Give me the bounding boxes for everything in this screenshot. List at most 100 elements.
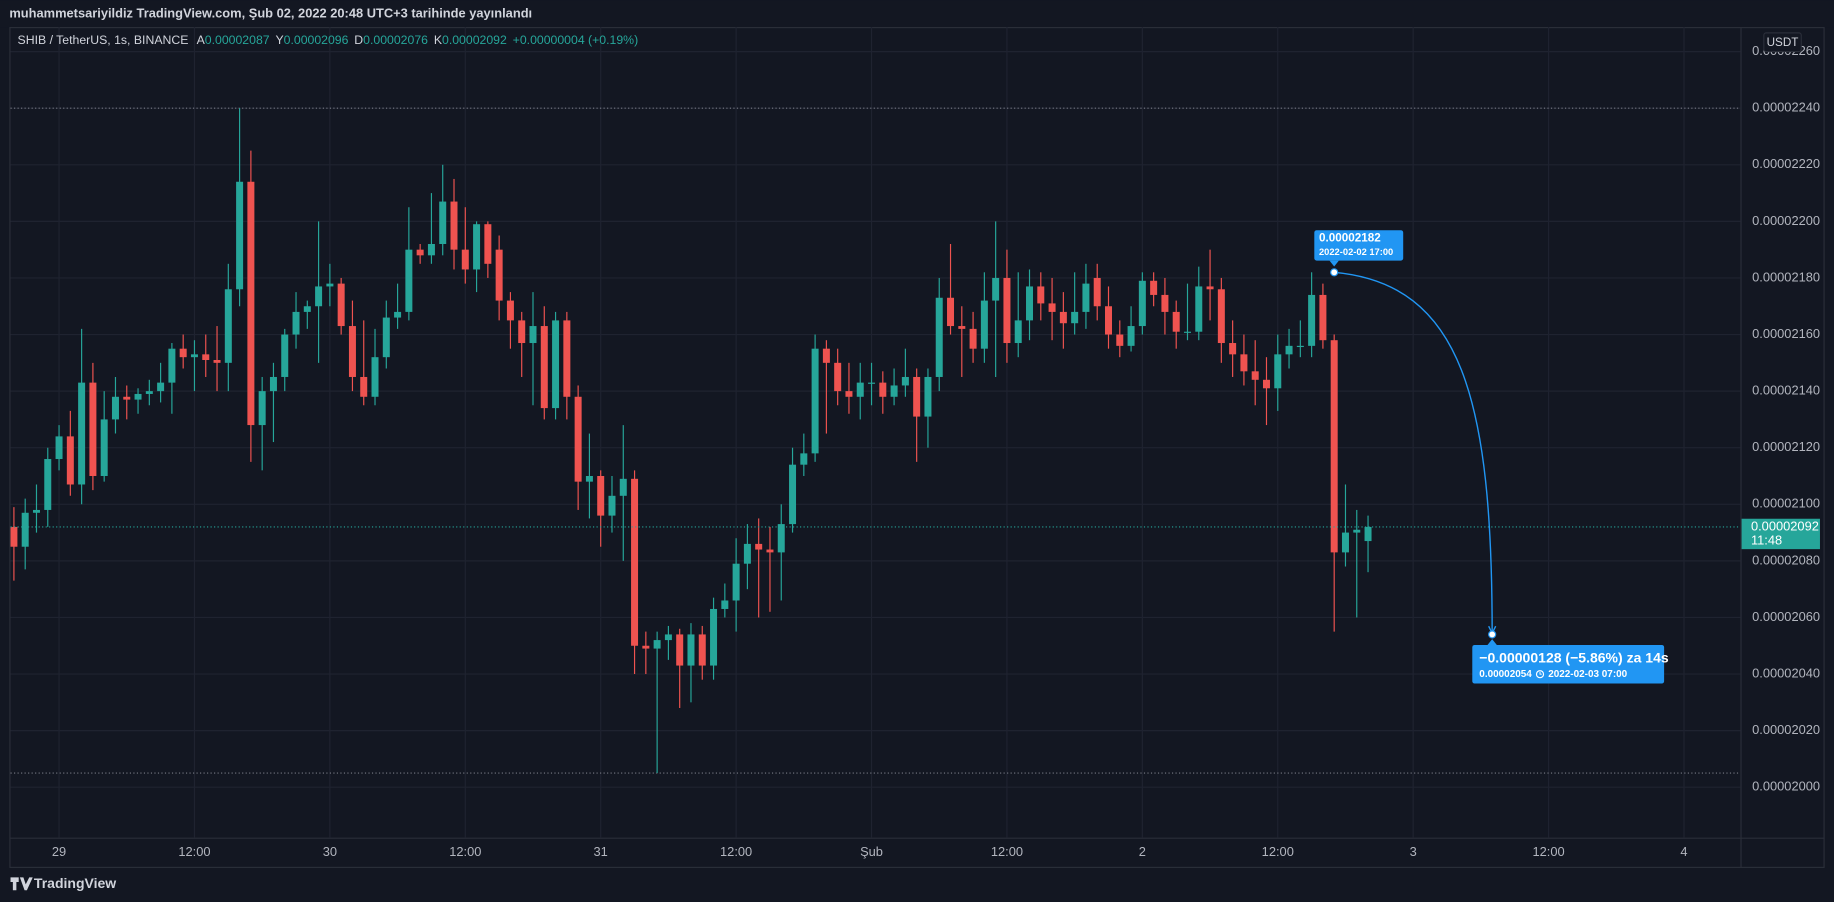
symbol-legend: SHIB / TetherUS, 1s, BINANCE A0.00002087 Y… (18, 33, 639, 47)
x-tick-label: 12:00 (178, 844, 210, 859)
candle-body (1217, 289, 1225, 344)
candle-body (394, 311, 402, 318)
candle-body (484, 224, 492, 264)
y-tick-label: 0.00002000 (1752, 779, 1820, 794)
candle-body (1195, 286, 1203, 332)
candle-body (1251, 371, 1259, 380)
candle-body (439, 201, 447, 245)
candle-body (901, 376, 909, 386)
candle-body (495, 249, 503, 301)
x-tick-label: 4 (1680, 844, 1687, 859)
footer-logo (10, 877, 33, 891)
candle-body (382, 317, 390, 358)
candle-body (913, 376, 921, 417)
candle-body (247, 181, 255, 426)
logo-icon (10, 877, 33, 891)
candle-body (1240, 354, 1248, 372)
candle-body (360, 376, 368, 397)
candle-body (100, 419, 108, 476)
candle-body (653, 640, 661, 649)
y-tick-label: 0.00002120 (1752, 439, 1820, 454)
legend-key: A (197, 33, 206, 47)
candle-body (315, 286, 323, 307)
candle-body (574, 396, 582, 482)
candle-body (969, 328, 977, 349)
legend-change: +0.00000004 (+0.19%) (513, 33, 638, 47)
candle-body (1116, 334, 1124, 346)
candle-body (1206, 286, 1214, 290)
y-tick-label: 0.00002160 (1752, 326, 1820, 341)
x-tick-label: 3 (1410, 844, 1417, 859)
candle-body (1014, 320, 1022, 344)
x-tick-label: 12:00 (1262, 844, 1294, 859)
start-label-box (1314, 230, 1404, 261)
x-tick-label: 12:00 (991, 844, 1023, 859)
measure-text: −0.00000128 (−5.86%) za 14s (1479, 650, 1669, 666)
x-tick-label: 29 (52, 844, 66, 859)
legend-value: 0.00002092 (442, 33, 507, 47)
x-tick-label: 2 (1139, 844, 1146, 859)
candle-body (473, 224, 481, 270)
candle-body (32, 509, 40, 513)
last-price-label: 0.00002092 (1751, 518, 1819, 533)
x-tick-label: 12:00 (1532, 844, 1564, 859)
candle-body (427, 244, 435, 256)
candle-body (202, 354, 210, 360)
candle-body (461, 249, 469, 270)
candle-body (822, 348, 830, 363)
candle-body (1105, 306, 1112, 335)
candle-body (777, 524, 785, 553)
candle-body (292, 311, 300, 335)
candle-body (585, 475, 593, 482)
candle-body (935, 297, 943, 377)
candle-body (552, 320, 560, 409)
measure-end (1488, 630, 1497, 639)
x-tick-label: 30 (323, 844, 337, 859)
countdown: 11:48 (1751, 532, 1782, 547)
y-tick-label: 0.00002100 (1752, 496, 1820, 511)
legend-key: D (354, 33, 363, 47)
candle-body (608, 495, 616, 516)
candle-body (721, 600, 729, 609)
candle-body (1308, 294, 1316, 346)
candle-body (834, 362, 842, 392)
candle-body (269, 376, 277, 392)
candle-body (224, 289, 232, 363)
candle-body (111, 396, 119, 420)
candle-body (55, 436, 63, 460)
candle-body (529, 326, 537, 344)
measure-start (1330, 268, 1339, 277)
candle-body (10, 526, 18, 547)
candle-body (1229, 343, 1237, 355)
end-time: 2022-02-03 07:00 (1548, 669, 1627, 680)
candle-body (687, 634, 695, 666)
candle-body (868, 382, 876, 384)
candle-body (1319, 294, 1327, 341)
candle-body (743, 543, 751, 564)
x-tick-label: Şub (860, 844, 883, 859)
candle-body (450, 201, 458, 250)
candle-body (845, 391, 853, 397)
candle-body (506, 300, 514, 321)
clock-icon (1535, 670, 1545, 679)
candle-body (800, 453, 808, 465)
measure-box (1472, 644, 1665, 684)
candle-body (1026, 286, 1034, 321)
measure-curve (1334, 271, 1493, 635)
candle-body (924, 376, 932, 417)
candle-body (980, 300, 988, 349)
legend-value: 0.00002087 (205, 33, 270, 47)
candle-body (157, 382, 165, 392)
candle-body (755, 543, 763, 550)
candle-body (281, 334, 289, 377)
end-price: 0.00002054 (1479, 669, 1532, 680)
candle-body (371, 357, 379, 397)
candle-body (168, 348, 176, 383)
plot (10, 107, 1741, 774)
candle-body (1341, 532, 1349, 553)
candle-body (1183, 331, 1191, 333)
candle-body (879, 382, 887, 397)
candle-body (947, 297, 955, 327)
